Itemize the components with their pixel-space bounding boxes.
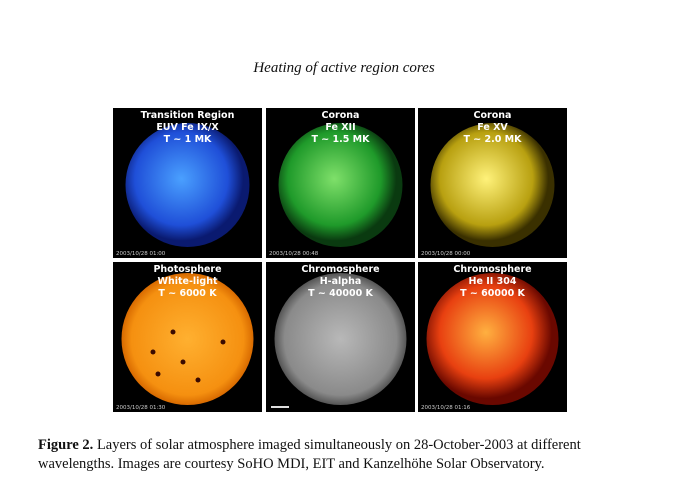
panel-label: Chromosphere bbox=[453, 264, 531, 275]
scale-bar bbox=[271, 406, 289, 408]
sun-disk bbox=[278, 123, 403, 247]
panel-label: Corona bbox=[474, 110, 512, 121]
panel-label: Transition Region bbox=[141, 110, 235, 121]
sunspot bbox=[155, 371, 161, 377]
panel-timestamp: 2003/10/28 01:16 bbox=[421, 405, 471, 411]
panel-label: Fe XII bbox=[325, 122, 355, 133]
sun-disk bbox=[121, 273, 254, 405]
sun-disk bbox=[426, 273, 559, 405]
panel-timestamp: 2003/10/28 01:30 bbox=[116, 405, 166, 411]
panel-label: Photosphere bbox=[153, 264, 221, 275]
panel-label: T ~ 6000 K bbox=[158, 288, 217, 299]
sunspot bbox=[150, 349, 156, 355]
caption-text: Layers of solar atmosphere imaged simult… bbox=[38, 437, 581, 472]
panel-timestamp: 2003/10/28 00:48 bbox=[269, 251, 319, 257]
sunspot bbox=[180, 359, 186, 365]
sun-disk bbox=[430, 123, 555, 247]
panel-label: Corona bbox=[322, 110, 360, 121]
sun-disk bbox=[274, 273, 407, 405]
panel-label: T ~ 60000 K bbox=[460, 288, 525, 299]
panel-label: Chromosphere bbox=[301, 264, 379, 275]
caption-label: Figure 2. bbox=[38, 437, 94, 453]
panel-timestamp: 2003/10/28 01:00 bbox=[116, 251, 166, 257]
panel-label: T ~ 2.0 MK bbox=[463, 134, 522, 145]
panel-timestamp: 2003/10/28 00:00 bbox=[421, 251, 471, 257]
figure-caption: Figure 2. Layers of solar atmosphere ima… bbox=[38, 436, 658, 474]
sunspot bbox=[220, 339, 226, 345]
panel-label: Fe XV bbox=[477, 122, 508, 133]
panel-label: EUV Fe IX/X bbox=[156, 122, 219, 133]
panel-label: H-alpha bbox=[320, 276, 362, 287]
running-header: Heating of active region cores bbox=[253, 60, 435, 76]
panel-label: T ~ 40000 K bbox=[308, 288, 373, 299]
sunspot bbox=[170, 329, 176, 335]
sun-disk bbox=[125, 123, 250, 247]
panel-label: He II 304 bbox=[469, 276, 517, 287]
panel-label: T ~ 1 MK bbox=[164, 134, 212, 145]
panel-label: T ~ 1.5 MK bbox=[311, 134, 370, 145]
panel-label: White-light bbox=[157, 276, 218, 287]
sunspot bbox=[195, 377, 201, 383]
